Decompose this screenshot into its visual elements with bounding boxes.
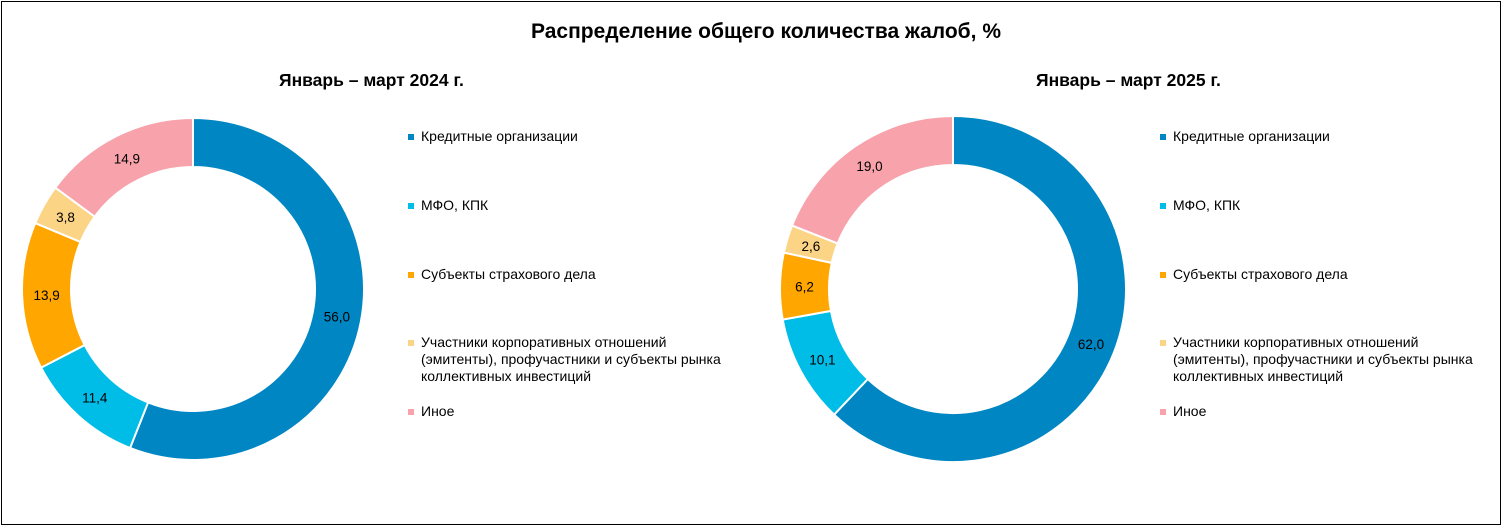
label-insurance: 13,9 [33, 288, 59, 303]
legend-marker [1160, 134, 1166, 140]
slice-other [53, 116, 194, 219]
legend-marker [408, 409, 414, 415]
slice-other [790, 114, 954, 245]
legend-marker [1160, 409, 1166, 415]
label-other: 14,9 [114, 151, 140, 166]
slice-credit-orgs [832, 114, 1127, 463]
label-insurance: 6,2 [795, 279, 814, 294]
chart-2-title: Январь – март 2025 г. [1036, 70, 1221, 90]
legend-label: Иное [1173, 403, 1207, 419]
legend-label: Кредитные организации [1173, 128, 1330, 144]
label-credit-orgs: 56,0 [324, 309, 350, 324]
label-corporate-participants: 3,8 [56, 210, 75, 225]
chart-1-title: Январь – март 2024 г. [279, 70, 464, 90]
label-credit-orgs: 62,0 [1078, 337, 1104, 352]
label-other: 19,0 [856, 159, 882, 174]
chart-main-title: Распределение общего количества жалоб, % [531, 20, 1001, 43]
legend-label: Иное [421, 403, 455, 419]
legend-marker [408, 203, 414, 209]
legend-label: Кредитные организации [421, 128, 578, 144]
label-mfo-kpk: 11,4 [82, 391, 108, 406]
legend-marker [1160, 272, 1166, 278]
legend-marker [1160, 203, 1166, 209]
legend-marker [408, 134, 414, 140]
legend-marker [408, 272, 414, 278]
legend-marker [408, 340, 414, 346]
legend-label: Участники корпоративных отношений (эмите… [421, 334, 721, 384]
slice-credit-orgs [128, 116, 365, 461]
label-mfo-kpk: 10,1 [809, 353, 835, 368]
legend-marker [1160, 340, 1166, 346]
legend-label: Участники корпоративных отношений (эмите… [1173, 334, 1473, 384]
legend-label: МФО, КПК [1173, 197, 1241, 213]
legend-label: МФО, КПК [421, 197, 489, 213]
legend-label: Субъекты страхового дела [421, 266, 596, 282]
legend-label: Субъекты страхового дела [1173, 266, 1348, 282]
label-corporate-participants: 2,6 [801, 239, 820, 254]
